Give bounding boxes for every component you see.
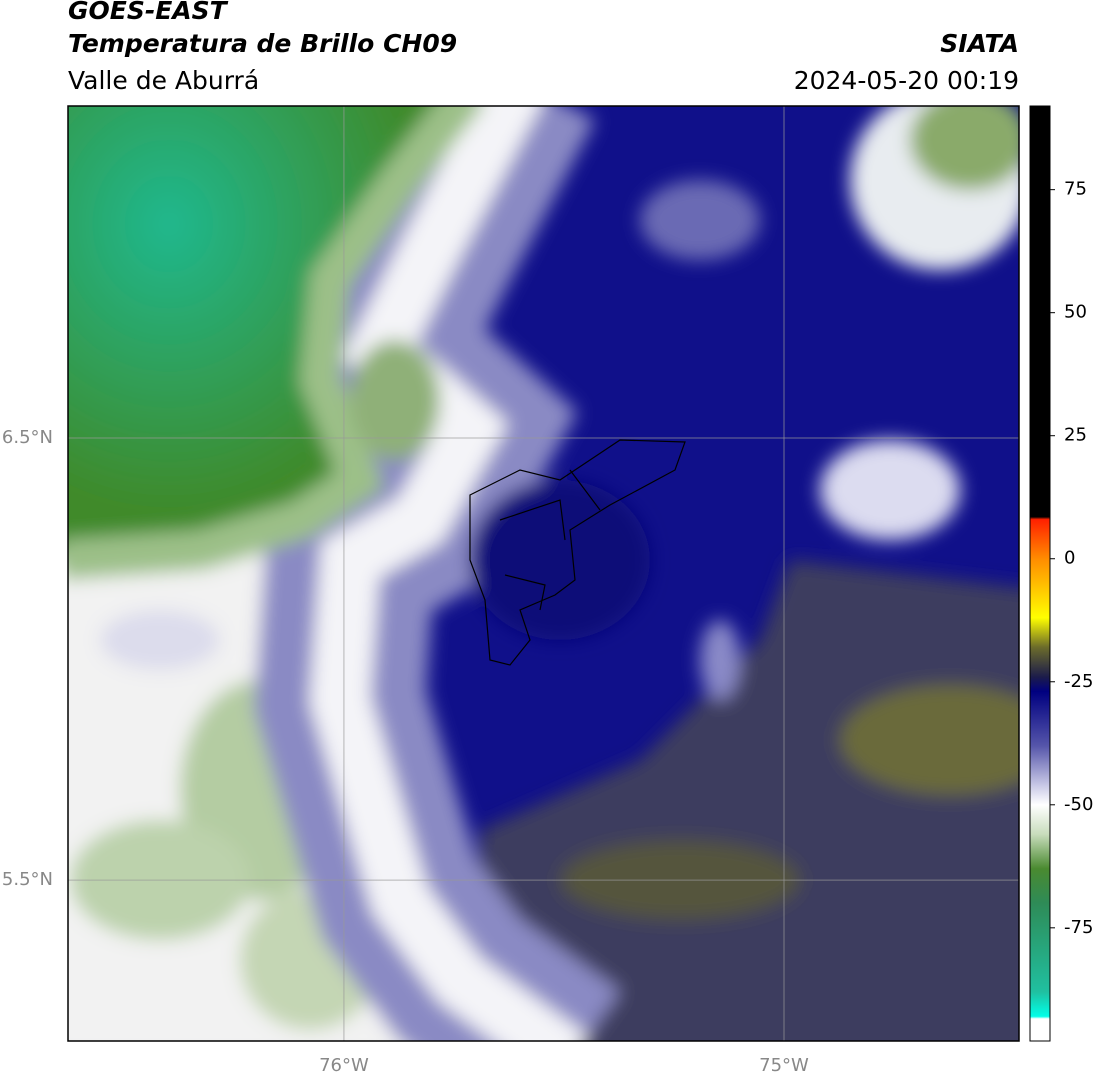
map-frame	[67, 105, 1020, 1042]
title: GOES-EAST	[68, 0, 229, 25]
subtitle: Temperatura de Brillo CH09	[68, 29, 457, 58]
region: Valle de Aburrá	[68, 66, 259, 95]
valley-outline	[469, 439, 686, 666]
colorbar-tick-label: 50	[1064, 302, 1087, 323]
colorbar	[1029, 105, 1051, 1042]
colorbar-tick-label: -25	[1064, 671, 1093, 692]
colorbar-tick-label: 0	[1064, 548, 1075, 569]
y-tick-label: 5.5°N	[2, 869, 53, 890]
timestamp: 2024-05-20 00:19	[794, 66, 1019, 95]
colorbar-tick-label: -50	[1064, 794, 1093, 815]
x-tick-label: 75°W	[759, 1055, 809, 1076]
source: SIATA	[940, 29, 1019, 58]
y-tick-label: 6.5°N	[2, 427, 53, 448]
x-tick-label: 76°W	[319, 1055, 369, 1076]
colorbar-tick-label: -75	[1064, 917, 1093, 938]
colorbar-tick-label: 75	[1064, 179, 1087, 200]
colorbar-tick-label: 25	[1064, 425, 1087, 446]
satellite-image	[68, 106, 1019, 1041]
